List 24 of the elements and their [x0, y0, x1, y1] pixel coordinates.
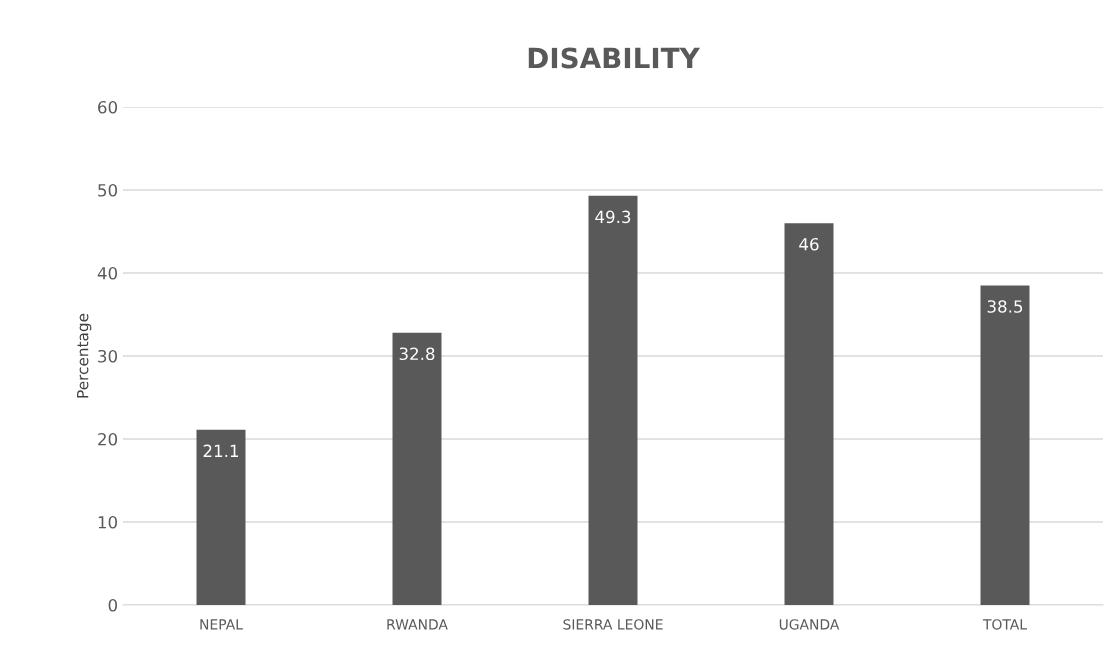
bar [196, 429, 246, 605]
chart-title: DISABILITY [528, 47, 701, 69]
y-axis-title: Percentage [77, 313, 92, 398]
data-label: 49.3 [595, 210, 631, 224]
x-tick-label: UGANDA [779, 619, 840, 630]
bar [588, 195, 638, 605]
y-tick-label: 0 [108, 598, 118, 612]
bar [980, 285, 1030, 605]
x-tick-label: TOTAL [982, 619, 1027, 630]
data-label: 21.1 [203, 444, 239, 457]
data-label: 32.8 [399, 347, 435, 361]
y-tick-label: 30 [98, 349, 118, 363]
y-tick-label: 10 [98, 515, 118, 529]
x-tick-label: NEPAL [200, 619, 243, 630]
bar [784, 223, 834, 605]
y-tick-label: 40 [97, 266, 118, 280]
x-tick-label: RWANDA [387, 619, 448, 630]
y-tick-label: 60 [98, 100, 118, 114]
y-tick-label: 50 [98, 183, 118, 197]
data-label: 46 [799, 237, 819, 251]
x-tick-label: SIERRA LEONE [563, 619, 663, 630]
data-label: 38.5 [987, 300, 1023, 313]
y-tick-label: 20 [98, 432, 118, 446]
bar [392, 332, 442, 605]
